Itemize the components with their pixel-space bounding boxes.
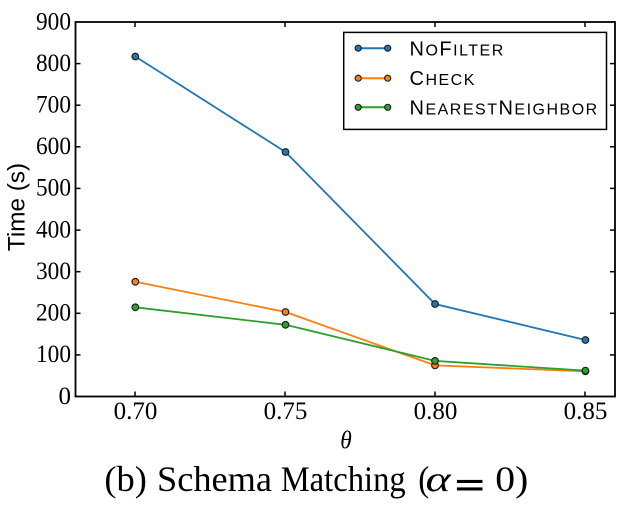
svg-text:300: 300 <box>36 258 71 285</box>
svg-text:0: 0 <box>59 383 72 410</box>
svg-text:NOFILTER: NOFILTER <box>410 39 505 61</box>
svg-text:200: 200 <box>36 300 71 327</box>
svg-text:0.80: 0.80 <box>414 398 458 425</box>
svg-text:(: ( <box>418 459 429 499</box>
svg-text:Schema: Schema <box>157 459 272 499</box>
svg-text:α: α <box>426 459 452 499</box>
svg-text:Matching: Matching <box>281 459 406 499</box>
svg-text:900: 900 <box>36 8 71 35</box>
svg-text:0.70: 0.70 <box>114 398 158 425</box>
svg-text:0): 0) <box>495 459 528 499</box>
svg-text:400: 400 <box>36 216 71 243</box>
svg-text:NEARESTNEIGHBOR: NEARESTNEIGHBOR <box>410 98 599 120</box>
svg-text:800: 800 <box>36 50 71 77</box>
svg-text:100: 100 <box>36 341 71 368</box>
svg-text:Time (s): Time (s) <box>4 163 31 251</box>
svg-text:700: 700 <box>36 92 71 119</box>
svg-text:θ: θ <box>340 428 352 455</box>
svg-text:0.85: 0.85 <box>564 398 608 425</box>
svg-text:(b): (b) <box>104 459 146 499</box>
svg-text:600: 600 <box>36 133 71 160</box>
svg-text:CHECK: CHECK <box>410 68 476 90</box>
svg-text:500: 500 <box>36 175 71 202</box>
svg-text:0.75: 0.75 <box>264 398 308 425</box>
